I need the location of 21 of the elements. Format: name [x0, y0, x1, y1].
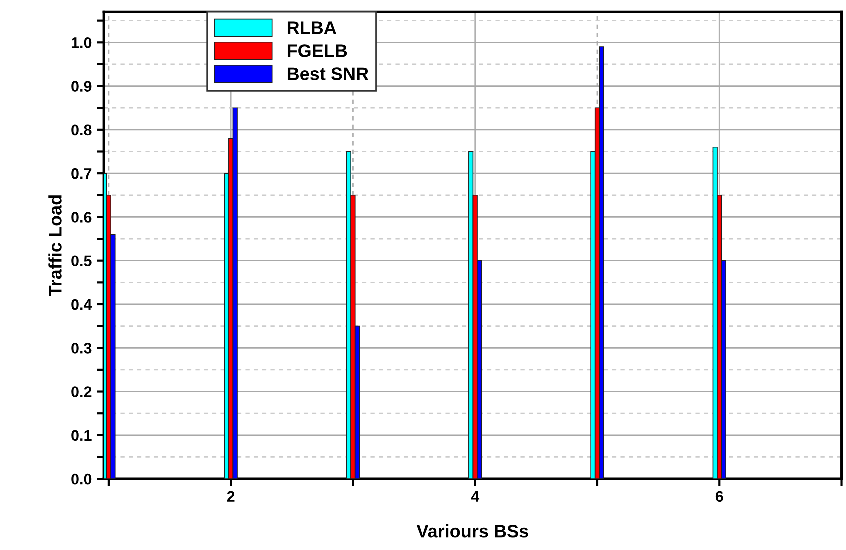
y-tick-label: 0.8	[72, 124, 92, 136]
x-axis-title: Variours BSs	[416, 524, 528, 538]
bar	[599, 46, 604, 480]
y-axis-title: Traffic Load	[48, 196, 62, 297]
x-tick-label: 6	[716, 491, 724, 502]
x-tick-label: 4	[471, 491, 480, 502]
y-tick-label: 1.0	[72, 38, 92, 48]
y-tick-label: 0.9	[72, 81, 92, 92]
y-tick-label: 0.1	[72, 430, 92, 442]
y-tick-label: 0.0	[72, 474, 92, 485]
y-tick-label: 0.5	[72, 256, 92, 267]
x-tick-label: 2	[227, 491, 235, 502]
y-tick-label: 0.4	[72, 299, 92, 310]
y-tick-label: 0.6	[72, 212, 92, 223]
legend-label: RLBA	[288, 22, 336, 34]
y-tick-label: 0.2	[72, 386, 92, 398]
y-tick-label: 0.3	[72, 342, 92, 354]
bar	[232, 108, 238, 480]
y-tick-label: 0.7	[72, 168, 92, 180]
legend-label: Best SNR	[288, 68, 369, 80]
legend-label: FGELB	[288, 44, 348, 58]
